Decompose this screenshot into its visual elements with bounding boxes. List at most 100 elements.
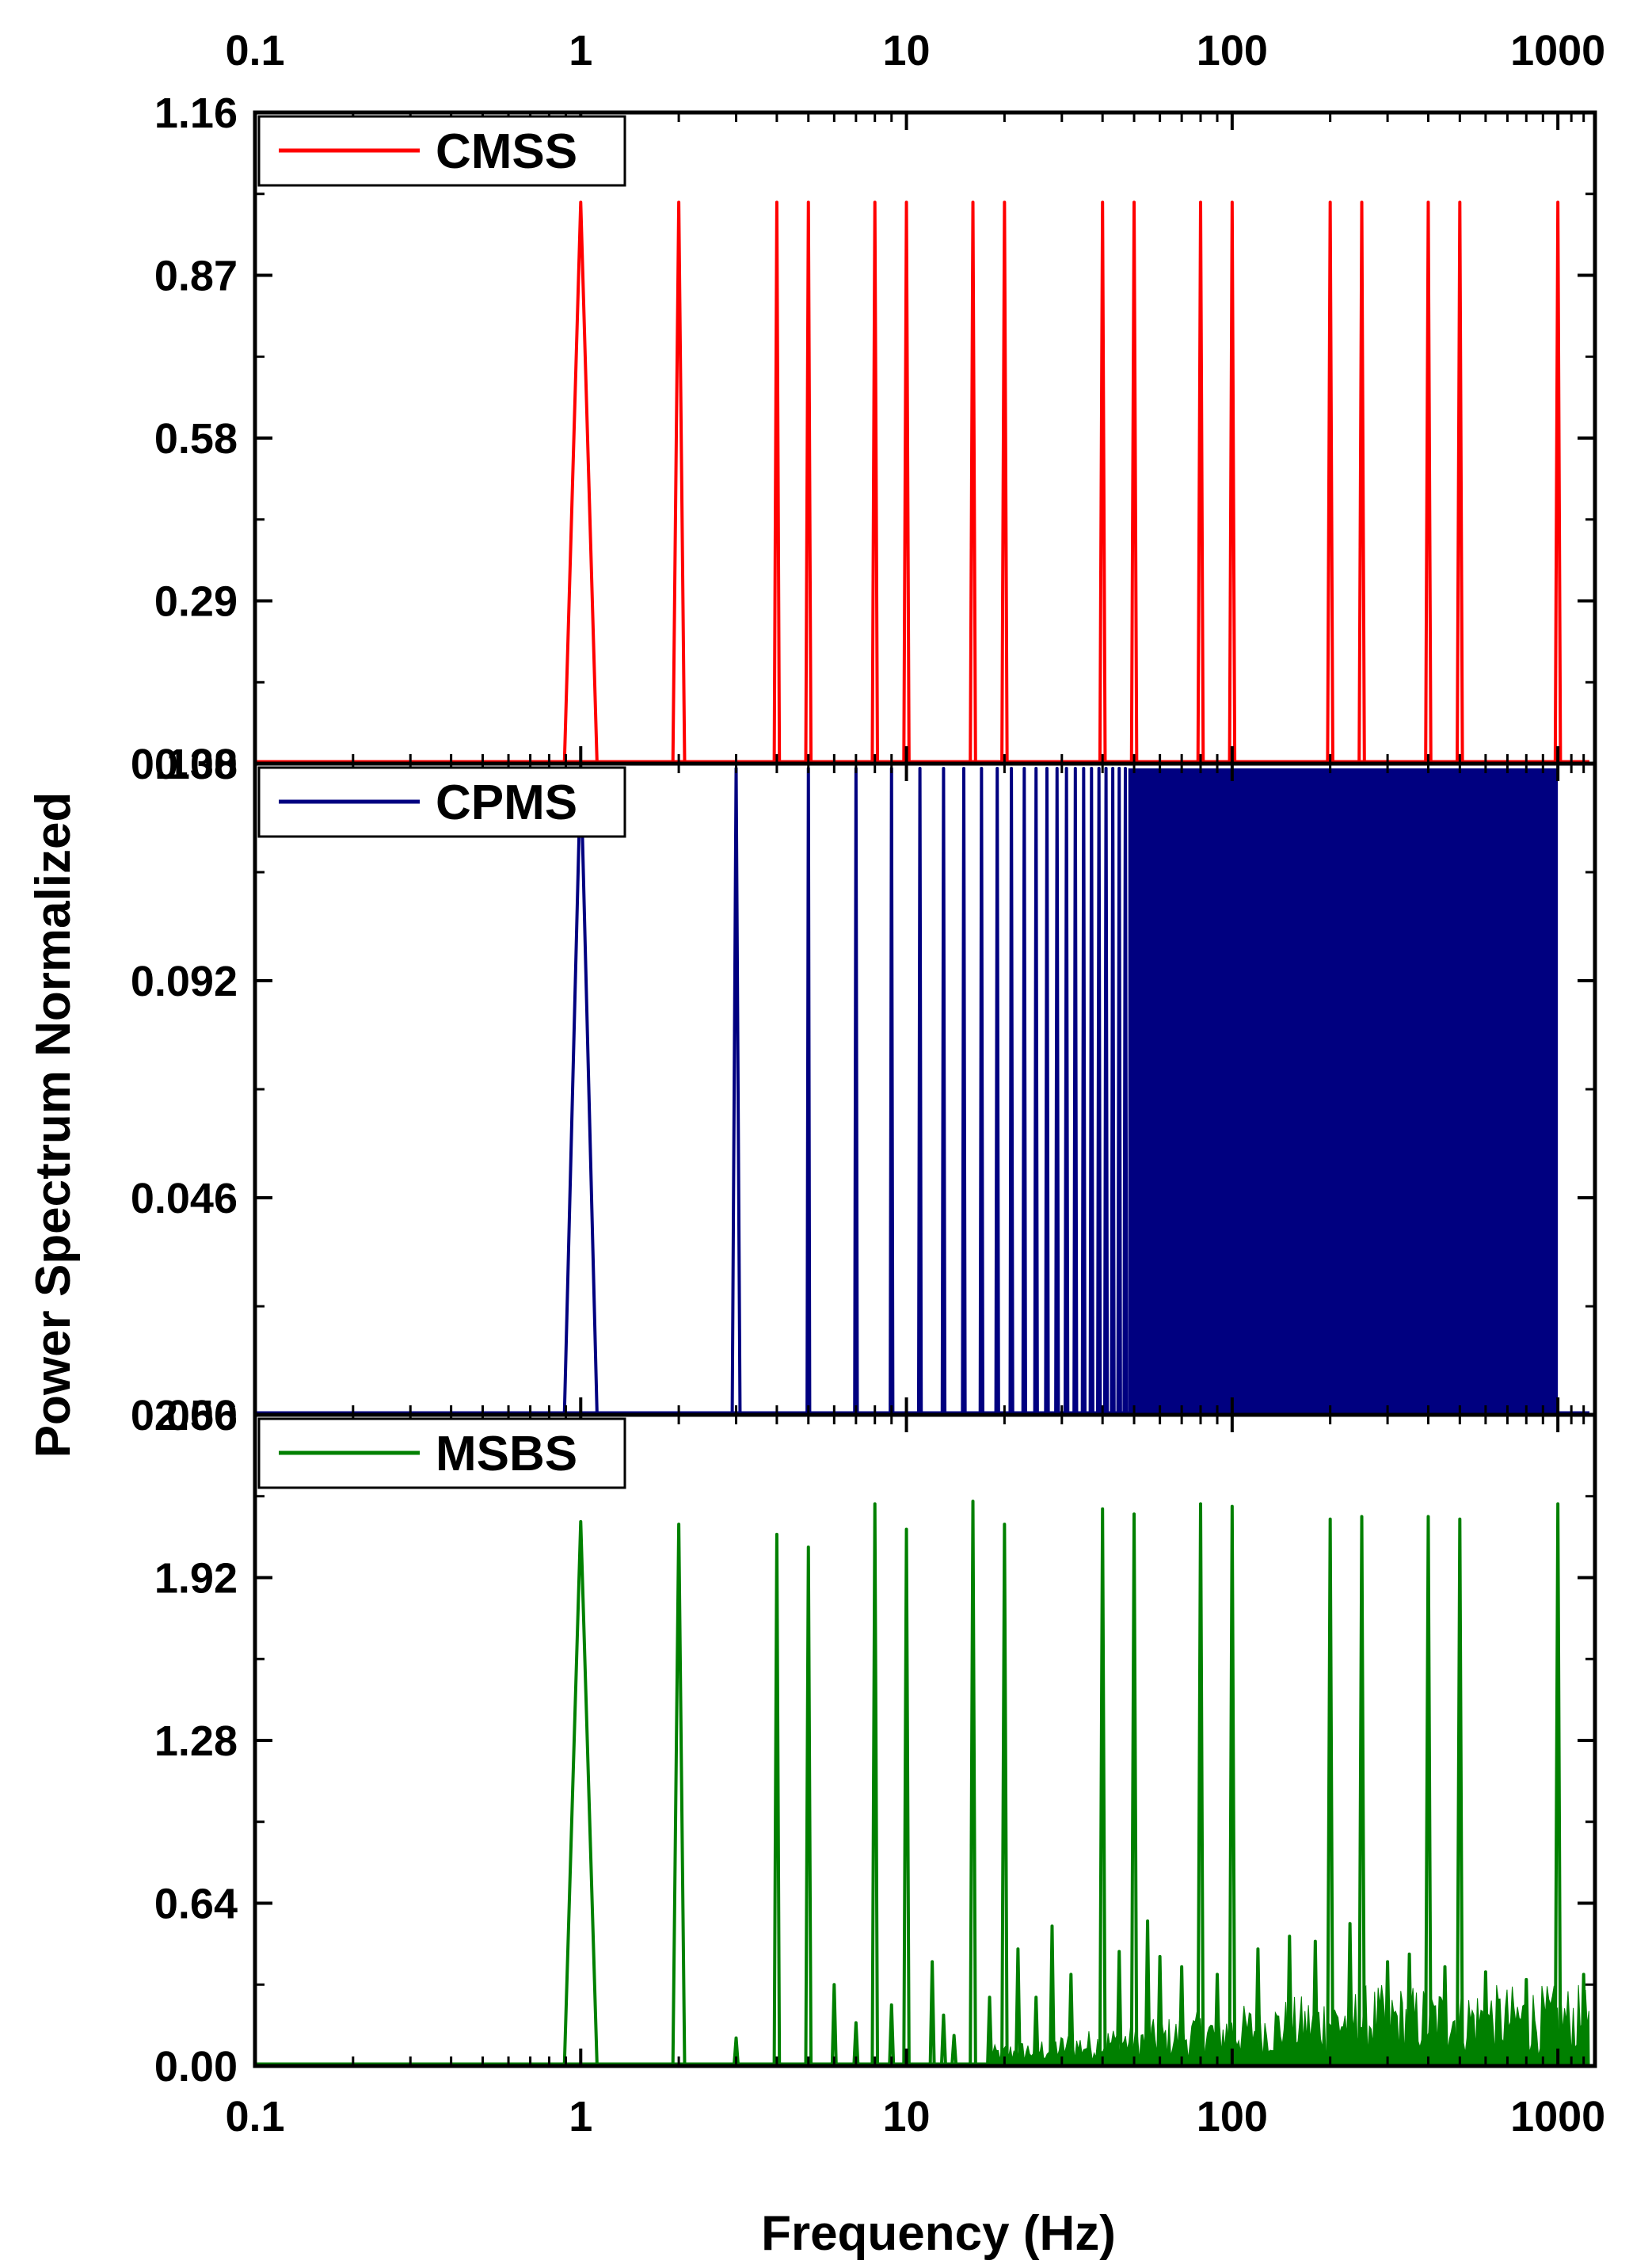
cmss-x-ticks: [253, 112, 1585, 764]
msbs-minor-peak: [733, 2036, 740, 2065]
cpms-peak: [978, 766, 984, 1414]
msbs-minor-peak: [1032, 1995, 1040, 2065]
msbs-minor-peak: [1156, 1954, 1164, 2065]
top-x-tick-label: 1000: [1510, 27, 1605, 74]
bottom-x-tick-label: 1000: [1510, 2093, 1605, 2140]
y-tick-label: 0.046: [131, 1175, 238, 1222]
cpms-peak: [1033, 766, 1039, 1414]
panel-msbs: 0.00 0.64 1.28 1.92 2.56 MSBS: [154, 1392, 1597, 2091]
cpms-y-axis: 0.000 0.046 0.092 0.138: [131, 741, 1595, 1439]
y-tick-label: 0.64: [154, 1881, 238, 1928]
msbs-minor-peak: [1311, 1939, 1319, 2065]
bottom-frequency-axis: 0.1 1 10 100 1000: [225, 2093, 1605, 2140]
cmss-peak: [562, 200, 599, 763]
y-tick-label: 0.138: [131, 741, 238, 788]
msbs-legend-label: MSBS: [436, 1427, 577, 1481]
y-tick-label: 0.092: [131, 958, 238, 1005]
msbs-plot-area: [255, 1500, 1590, 2067]
msbs-peak: [870, 1502, 880, 2065]
y-tick-label: 0.000: [131, 1392, 238, 1439]
msbs-peak: [772, 1532, 782, 2065]
cmss-peak: [1357, 200, 1366, 763]
top-x-tick-label: 0.1: [225, 27, 284, 74]
msbs-minor-peak: [1285, 1934, 1293, 2065]
cmss-peak: [1553, 200, 1563, 763]
msbs-peak: [804, 1545, 813, 2065]
cmss-peak: [1456, 200, 1464, 763]
msbs-peak: [1424, 1515, 1433, 2065]
cpms-peak: [1044, 766, 1050, 1414]
cpms-peak: [1110, 766, 1116, 1414]
cmss-plot-frame: [253, 110, 1597, 766]
cmss-peak: [671, 200, 687, 763]
msbs-minor-peak: [1067, 1973, 1075, 2065]
msbs-minor-peak: [1178, 1965, 1186, 2065]
msbs-minor-peak: [1384, 1960, 1391, 2065]
msbs-minor-peak: [986, 1995, 994, 2065]
msbs-peak: [1456, 1517, 1464, 2065]
y-axis-title: Power Spectrum Normalized: [26, 792, 81, 1458]
cpms-peak: [1102, 766, 1110, 1414]
cmss-peak: [969, 200, 977, 763]
y-tick-label: 1.16: [154, 90, 238, 137]
panel-cpms: 0.000 0.046 0.092 0.138 CPMS: [131, 741, 1597, 1439]
cmss-peak: [1000, 200, 1009, 763]
msbs-x-ticks: [253, 1415, 1585, 2066]
msbs-minor-peak: [830, 1983, 838, 2065]
cmss-peak: [804, 200, 813, 763]
msbs-peak: [902, 1527, 911, 2065]
cpms-peak: [889, 766, 895, 1414]
cmss-peak: [1228, 200, 1237, 763]
cpms-dense-harmonics: [1128, 768, 1559, 1413]
msbs-peak: [562, 1519, 599, 2065]
cmss-peak: [1424, 200, 1433, 763]
cmss-y-axis: 0.00 0.29 0.58 0.87 1.16: [154, 90, 1595, 788]
cpms-legend-label: CPMS: [436, 776, 577, 830]
bottom-x-tick-label: 1: [569, 2093, 592, 2140]
top-frequency-axis: 0.1 1 10 100 1000: [225, 27, 1605, 74]
y-tick-label: 0.00: [154, 2043, 238, 2091]
msbs-minor-peak: [1580, 1973, 1588, 2065]
msbs-peak: [1129, 1512, 1139, 2065]
msbs-peak: [1553, 1502, 1563, 2065]
msbs-minor-peak: [1049, 1924, 1056, 2065]
msbs-minor-peak: [1115, 1950, 1123, 2065]
msbs-minor-peak: [888, 2003, 896, 2065]
cpms-peak: [853, 766, 859, 1414]
cpms-peak: [1064, 766, 1070, 1414]
msbs-peak: [1357, 1515, 1366, 2065]
top-x-tick-label: 100: [1197, 27, 1268, 74]
cpms-peak: [562, 766, 599, 1414]
y-tick-label: 0.58: [154, 415, 238, 463]
cpms-legend: CPMS: [257, 766, 626, 838]
cpms-peak: [1088, 766, 1094, 1414]
msbs-peak: [1196, 1502, 1205, 2065]
cmss-peak: [1196, 200, 1205, 763]
cpms-peak: [805, 766, 812, 1414]
y-tick-label: 1.28: [154, 1717, 238, 1765]
cpms-peak: [940, 766, 947, 1414]
msbs-peak: [1000, 1523, 1009, 2065]
cpms-peak: [961, 766, 967, 1414]
msbs-peak: [671, 1523, 687, 2065]
msbs-minor-peak: [1522, 1977, 1530, 2065]
y-tick-label: 1.92: [154, 1555, 238, 1603]
msbs-minor-peak: [1014, 1947, 1022, 2065]
cpms-peak: [1122, 766, 1129, 1414]
cmss-legend-label: CMSS: [436, 124, 577, 179]
cpms-peak: [1096, 766, 1102, 1414]
msbs-peak: [969, 1500, 977, 2065]
y-tick-label: 0.29: [154, 578, 238, 626]
bottom-x-tick-label: 0.1: [225, 2093, 284, 2140]
panel-cmss: 0.00 0.29 0.58 0.87 1.16 CMSS: [154, 90, 1597, 788]
msbs-minor-peak: [1144, 1919, 1151, 2065]
cpms-peak: [730, 766, 742, 1414]
cpms-peak: [916, 766, 923, 1414]
cpms-peak: [1072, 766, 1079, 1414]
cmss-peak: [772, 200, 782, 763]
msbs-minor-peak: [950, 2034, 958, 2065]
msbs-minor-peak: [939, 2013, 947, 2065]
cpms-peak: [1054, 766, 1060, 1414]
cpms-peak: [1008, 766, 1014, 1414]
